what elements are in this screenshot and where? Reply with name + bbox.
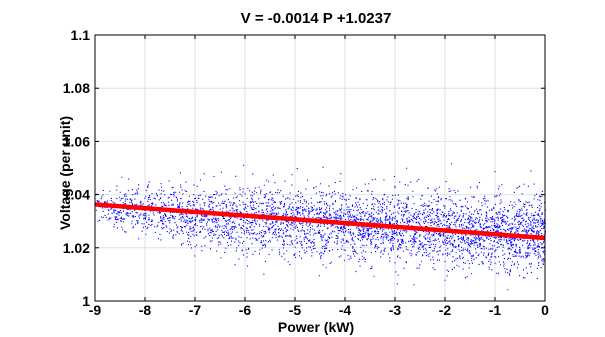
x-tick-label: -9 — [89, 302, 102, 318]
x-tick-label: -2 — [439, 302, 452, 318]
x-tick-label: -4 — [339, 302, 352, 318]
x-tick-label: -7 — [189, 302, 202, 318]
plot-frame — [94, 34, 546, 302]
y-tick-label: 1.04 — [63, 187, 90, 203]
y-tick-label: 1.08 — [63, 80, 90, 96]
y-tick-label: 1 — [82, 293, 90, 309]
x-tick-label: 0 — [541, 302, 549, 318]
scatter-point-cloud — [95, 163, 547, 291]
x-axis-title: Power (kW) — [278, 319, 354, 335]
y-axis-title: Voltage (per unit) — [57, 116, 73, 230]
x-tick-label: -6 — [239, 302, 252, 318]
y-tick-label: 1.02 — [63, 240, 90, 256]
fit-line-layer — [94, 202, 546, 241]
grid — [95, 35, 545, 301]
fit-line — [94, 202, 546, 241]
axes — [94, 34, 546, 302]
x-tick-label: -8 — [139, 302, 152, 318]
scatter-points — [95, 163, 547, 291]
chart-title: V = -0.0014 P +1.0237 — [241, 10, 392, 27]
x-tick-label: -3 — [389, 302, 402, 318]
x-tick-label: -1 — [489, 302, 502, 318]
ticks: -9 -8 -7 -6 -5 -4 -3 -2 -1 0 1 1.02 1.04 1.06 1.08 1.1 — [63, 27, 549, 318]
x-tick-label: -5 — [289, 302, 302, 318]
y-tick-label: 1.1 — [71, 27, 91, 43]
y-tick-label: 1.06 — [63, 133, 90, 149]
